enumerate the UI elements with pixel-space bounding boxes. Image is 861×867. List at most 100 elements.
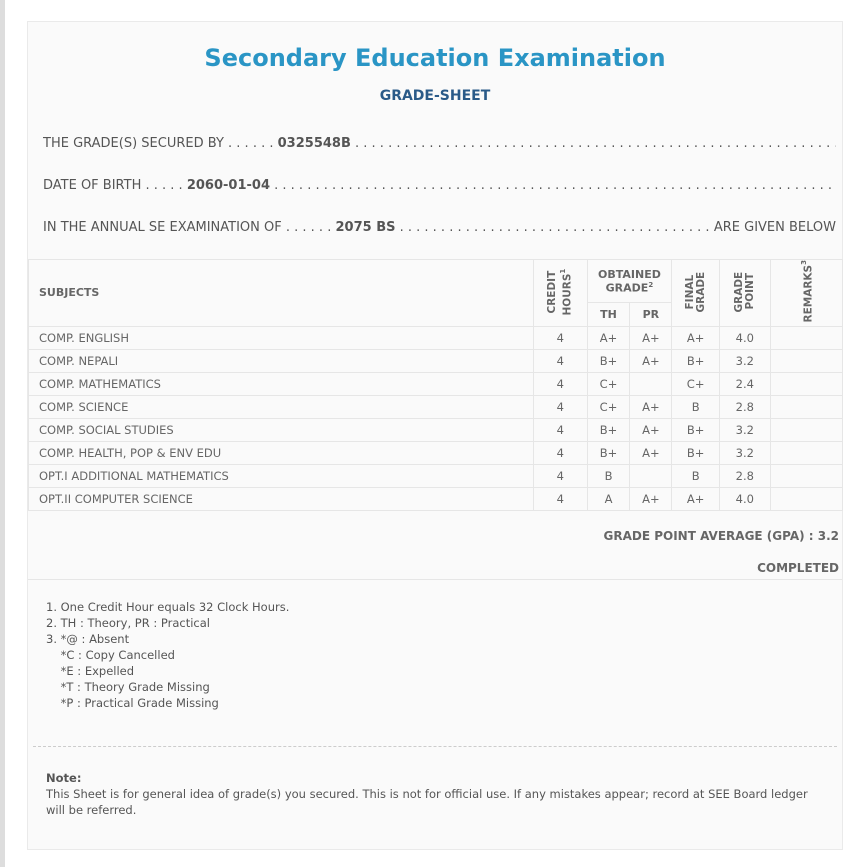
col-th: TH: [586, 301, 631, 327]
cell-th: C+: [586, 371, 631, 396]
table-row: COMP. SOCIAL STUDIES 4 B+ A+ B+ 3.2: [28, 417, 844, 442]
cell-final: C+: [671, 371, 720, 396]
result-status: COMPLETED: [757, 561, 839, 575]
dots: . . . . . . . . . . . . . . . . . . . . …: [274, 178, 836, 193]
cell-pr: A+: [629, 348, 673, 373]
cell-gp: 4.0: [718, 486, 771, 511]
dots: . . . . . . . . . . . . . . . . . . . . …: [355, 136, 836, 151]
col-grade-point: GRADE POINT: [718, 259, 771, 327]
cell-credit: 4: [532, 325, 588, 350]
footnote-item: *C : Copy Cancelled: [46, 648, 175, 662]
col-final-grade: FINAL GRADE: [671, 259, 720, 327]
cell-gp: 2.8: [718, 394, 771, 419]
cell-th: B: [586, 463, 631, 488]
note-text: This Sheet is for general idea of grade(…: [46, 787, 808, 817]
symbol-number: 0325548B: [277, 136, 351, 151]
secured-by-line: THE GRADE(S) SECURED BY . . . . . . 0325…: [43, 136, 836, 151]
col-remarks: REMARKS3: [769, 259, 844, 327]
cell-subject: COMP. MATHEMATICS: [28, 371, 534, 396]
dashed-divider: [33, 746, 837, 747]
footnote-item: *E : Expelled: [46, 664, 135, 678]
table-row: COMP. MATHEMATICS 4 C+ C+ 2.4: [28, 371, 844, 396]
table-row: COMP. NEPALI 4 B+ A+ B+ 3.2: [28, 348, 844, 373]
cell-th: C+: [586, 394, 631, 419]
cell-subject: COMP. SCIENCE: [28, 394, 534, 419]
cell-credit: 4: [532, 394, 588, 419]
dob-line: DATE OF BIRTH . . . . . 2060-01-04 . . .…: [43, 178, 836, 193]
left-edge: [0, 0, 5, 867]
table-row: COMP. HEALTH, POP & ENV EDU 4 B+ A+ B+ 3.2: [28, 440, 844, 465]
cell-subject: OPT.I ADDITIONAL MATHEMATICS: [28, 463, 534, 488]
table-row: OPT.I ADDITIONAL MATHEMATICS 4 B B 2.8: [28, 463, 844, 488]
cell-th: B+: [586, 440, 631, 465]
gpa-value: GRADE POINT AVERAGE (GPA) : 3.2: [603, 529, 840, 543]
page-title: Secondary Education Examination: [204, 44, 666, 72]
cell-pr: [629, 463, 673, 488]
footnote-item: 3. *@ : Absent: [46, 632, 130, 646]
cell-remarks: [769, 325, 844, 350]
footnote-item: 2. TH : Theory, PR : Practical: [46, 616, 210, 630]
cell-pr: A+: [629, 325, 673, 350]
cell-final: B+: [671, 417, 720, 442]
page-subtitle: GRADE-SHEET: [379, 88, 491, 104]
cell-pr: A+: [629, 394, 673, 419]
cell-subject: OPT.II COMPUTER SCIENCE: [28, 486, 534, 511]
col-subjects: SUBJECTS: [28, 259, 534, 327]
cell-final: B: [671, 394, 720, 419]
cell-final: B: [671, 463, 720, 488]
note-section: Note: This Sheet is for general idea of …: [46, 770, 822, 818]
dots: . . . . . . . . . . . . . . . . . . . . …: [399, 220, 714, 235]
footnote-item: 1. One Credit Hour equals 32 Clock Hours…: [46, 600, 290, 614]
dots: . . . . .: [145, 178, 183, 193]
cell-subject: COMP. NEPALI: [28, 348, 534, 373]
col-pr: PR: [629, 301, 673, 327]
given-below-label: ARE GIVEN BELOW: [713, 220, 836, 235]
cell-remarks: [769, 463, 844, 488]
cell-credit: 4: [532, 348, 588, 373]
grade-sheet-card: Secondary Education Examination GRADE-SH…: [27, 21, 844, 850]
table-row: COMP. SCIENCE 4 C+ A+ B 2.8: [28, 394, 844, 419]
cell-credit: 4: [532, 371, 588, 396]
cell-th: B+: [586, 417, 631, 442]
cell-credit: 4: [532, 417, 588, 442]
cell-th: B+: [586, 348, 631, 373]
footnote-item: *P : Practical Grade Missing: [46, 696, 219, 710]
cell-th: A: [586, 486, 631, 511]
table-row: OPT.II COMPUTER SCIENCE 4 A A+ A+ 4.0: [28, 486, 844, 511]
cell-credit: 4: [532, 463, 588, 488]
exam-year: 2075 BS: [335, 220, 396, 235]
cell-gp: 3.2: [718, 417, 771, 442]
footnotes: 1. One Credit Hour equals 32 Clock Hours…: [46, 599, 289, 711]
cell-credit: 4: [532, 486, 588, 511]
cell-final: A+: [671, 486, 720, 511]
cell-gp: 2.8: [718, 463, 771, 488]
cell-gp: 3.2: [718, 440, 771, 465]
cell-subject: COMP. HEALTH, POP & ENV EDU: [28, 440, 534, 465]
cell-final: B+: [671, 440, 720, 465]
cell-pr: A+: [629, 486, 673, 511]
cell-gp: 2.4: [718, 371, 771, 396]
secured-by-label: THE GRADE(S) SECURED BY: [43, 136, 224, 151]
cell-remarks: [769, 417, 844, 442]
note-label: Note:: [46, 771, 82, 785]
date-of-birth: 2060-01-04: [186, 178, 270, 193]
cell-gp: 3.2: [718, 348, 771, 373]
cell-pr: [629, 371, 673, 396]
cell-remarks: [769, 348, 844, 373]
footnote-item: *T : Theory Grade Missing: [46, 680, 210, 694]
dots: . . . . . .: [228, 136, 274, 151]
table-row: COMP. ENGLISH 4 A+ A+ A+ 4.0: [28, 325, 844, 350]
cell-credit: 4: [532, 440, 588, 465]
cell-final: B+: [671, 348, 720, 373]
col-obtained-grade: OBTAINED GRADE2: [586, 259, 673, 303]
cell-subject: COMP. SOCIAL STUDIES: [28, 417, 534, 442]
cell-remarks: [769, 486, 844, 511]
cell-remarks: [769, 371, 844, 396]
dots: . . . . . .: [285, 220, 332, 235]
divider: [28, 579, 842, 580]
cell-subject: COMP. ENGLISH: [28, 325, 534, 350]
cell-gp: 4.0: [718, 325, 771, 350]
cell-pr: A+: [629, 440, 673, 465]
cell-pr: A+: [629, 417, 673, 442]
cell-final: A+: [671, 325, 720, 350]
